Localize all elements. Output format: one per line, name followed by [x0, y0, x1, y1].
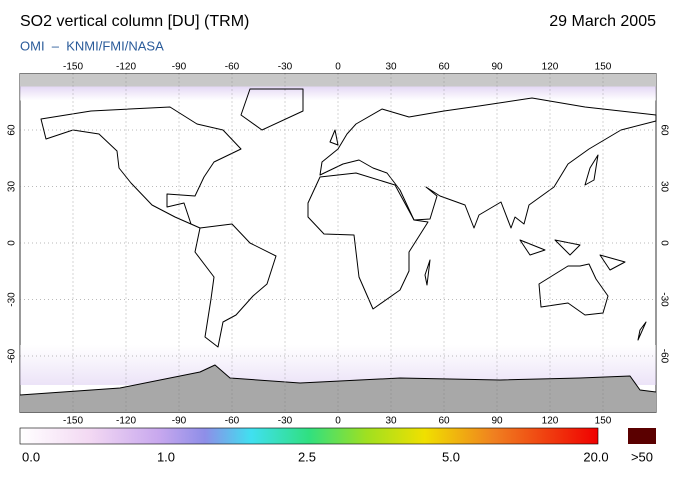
lat-tick-label: -60: [7, 348, 18, 363]
no-data-band: [20, 73, 656, 87]
title: SO2 vertical column [DU] (TRM): [20, 13, 249, 30]
coastline: [240, 88, 304, 131]
lon-tick-label: -60: [225, 62, 240, 73]
lat-tick-label: 60: [7, 124, 18, 136]
lon-tick-label: 150: [595, 416, 612, 427]
date: 29 March 2005: [549, 13, 656, 30]
coastline: [329, 129, 647, 341]
colorbar-label: 5.0: [442, 449, 460, 464]
lon-tick-label: 60: [438, 416, 450, 427]
lon-tick-label: 30: [385, 62, 397, 73]
lat-tick-label: -30: [658, 292, 669, 307]
lon-tick-label: -30: [278, 416, 293, 427]
lon-tick-label: -90: [172, 416, 187, 427]
lon-tick-label: -30: [278, 62, 293, 73]
lon-tick-label: -150: [63, 416, 83, 427]
lat-tick-label: -30: [7, 292, 18, 307]
lon-tick-label: 0: [335, 62, 341, 73]
coastline: [40, 106, 242, 229]
lat-tick-label: 0: [658, 240, 669, 246]
lon-tick-label: 90: [491, 416, 503, 427]
lon-tick-label: -120: [116, 62, 136, 73]
coastline: [19, 364, 657, 396]
lon-tick-label: -120: [116, 416, 136, 427]
coastline: [307, 172, 429, 310]
colorbar-overflow: [628, 428, 656, 444]
lat-tick-label: 30: [7, 181, 18, 193]
lon-tick-label: -90: [172, 62, 187, 73]
lon-tick-label: 120: [542, 416, 559, 427]
lat-tick-label: -60: [658, 349, 669, 364]
coastline: [194, 223, 277, 348]
coastline: [538, 263, 609, 316]
source: OMI – KNMI/FMI/NASA: [20, 38, 164, 53]
colorbar-label: 0.0: [22, 449, 40, 464]
lat-tick-label: 60: [658, 124, 669, 136]
lon-tick-label: 150: [595, 62, 612, 73]
colorbar-label: 1.0: [157, 449, 175, 464]
colorbar-label: >50: [631, 449, 653, 464]
lon-tick-label: 90: [491, 62, 503, 73]
lon-tick-label: -60: [225, 416, 240, 427]
colorbar-label: 2.5: [298, 449, 316, 464]
lon-tick-label: -150: [63, 62, 83, 73]
lon-tick-label: 30: [385, 416, 397, 427]
lon-tick-label: 120: [542, 62, 559, 73]
map: [19, 73, 657, 413]
lat-tick-label: 30: [658, 181, 669, 193]
colorbar: [19, 427, 599, 445]
lon-tick-label: 60: [438, 62, 450, 73]
lon-tick-label: 0: [335, 416, 341, 427]
colorbar-label: 20.0: [583, 449, 608, 464]
antarctica-mask: [20, 365, 656, 413]
lat-tick-label: 0: [7, 240, 18, 246]
